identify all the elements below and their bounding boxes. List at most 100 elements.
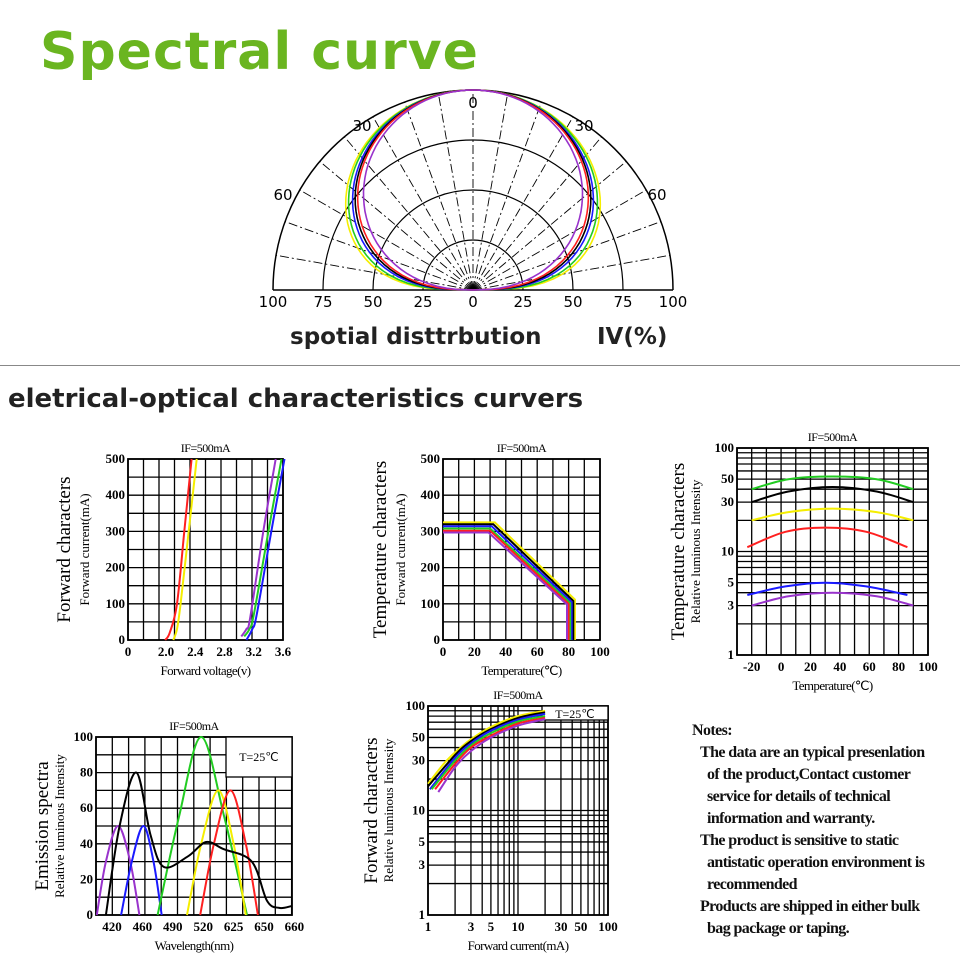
y-tick-label: 100 — [106, 596, 126, 611]
temperature-chart: 0 20 40 60 80 100 0 100 200 300 400 500 IF=500mA Temp… — [370, 441, 610, 678]
x-tick-label: 40 — [499, 644, 512, 659]
polar-radial-tick: 75 — [313, 293, 332, 311]
y-tick-label: 1 — [728, 647, 735, 662]
x-tick-label: 0 — [125, 644, 132, 659]
polar-radial-line — [344, 136, 474, 291]
y-tick-label: 100 — [421, 596, 441, 611]
series-line-green — [443, 527, 572, 640]
y-axis-label: Forward current(mA) — [77, 493, 92, 605]
x-axis-label: Temperature(℃) — [792, 678, 873, 693]
series-line-purple — [437, 718, 546, 793]
x-axis-label: Wavelength(nm) — [155, 938, 234, 953]
series-line-purple — [240, 458, 277, 637]
y-axis-title: Temperature characters — [370, 461, 391, 638]
notes-title: Notes: — [692, 722, 733, 739]
y-tick-label: 0 — [87, 907, 94, 922]
y-axis-title: Forward characters — [54, 476, 75, 622]
series-line-green — [430, 715, 546, 790]
chart-title: IF=500mA — [493, 688, 543, 702]
series-line-red — [443, 529, 570, 640]
series-line-yellow — [751, 507, 914, 522]
polar-ring — [422, 239, 524, 291]
polar-angle-tick: 30 — [574, 117, 593, 135]
plot-frame — [442, 458, 601, 641]
x-tick-label: 420 — [102, 919, 122, 934]
y-tick-label: 100 — [715, 440, 735, 455]
y-tick-label: 400 — [106, 487, 126, 502]
y-tick-label: 200 — [106, 560, 126, 575]
y-tick-label: 100 — [406, 698, 426, 713]
polar-radial-tick: 50 — [563, 293, 582, 311]
x-tick-label: 520 — [193, 919, 213, 934]
y-tick-label: 30 — [721, 494, 734, 509]
polar-curve-purple — [362, 89, 584, 291]
series-line-blue — [443, 525, 573, 640]
x-tick-label: 30 — [554, 919, 567, 934]
y-tick-label: 80 — [80, 765, 93, 780]
x-tick-label: 50 — [574, 919, 587, 934]
x-tick-label: 5 — [488, 919, 495, 934]
x-axis-label: Temperature(℃) — [481, 663, 562, 678]
polar-radial-line — [404, 101, 474, 291]
y-tick-label: 3 — [728, 598, 735, 613]
x-tick-label: 20 — [804, 659, 817, 674]
notes-block: Notes: The data are an typical presenlat… — [692, 720, 925, 940]
x-tick-label: 60 — [531, 644, 544, 659]
y-tick-label: 20 — [80, 871, 93, 886]
y-axis-title: Temperature characters — [668, 463, 689, 640]
y-tick-label: 10 — [721, 544, 734, 559]
y-tick-label: 3 — [419, 857, 426, 872]
series-line-yellow — [427, 709, 546, 785]
series-line-blue — [245, 458, 286, 641]
x-tick-label: 100 — [918, 659, 938, 674]
forward-luminous-chart: T=25℃1 3 5 10 30 50 100135103050100IF=500mAFor… — [361, 688, 618, 953]
polar-radial-line — [284, 221, 474, 291]
series-line-blue — [429, 712, 546, 790]
polar-radial-line — [472, 92, 509, 291]
polar-radial-line — [437, 92, 474, 291]
x-tick-label: 10 — [512, 919, 525, 934]
polar-radial-tick: 0 — [468, 293, 478, 311]
series-line-black — [443, 523, 575, 640]
y-tick-label: 0 — [119, 632, 126, 647]
y-tick-label: 500 — [106, 451, 126, 466]
y-tick-label: 300 — [421, 523, 441, 538]
polar-radial-line — [472, 101, 542, 291]
y-tick-label: 40 — [80, 836, 93, 851]
notes-line: service for details of technical — [707, 788, 891, 805]
temperature-luminous-chart: -20 0 20 40 60 80 100 1 3 5 10 30 50 100 IF=500mA Tempe… — [668, 430, 938, 693]
y-tick-label: 30 — [412, 753, 425, 768]
polar-radial-tick: 100 — [259, 293, 288, 311]
y-tick-label: 400 — [421, 487, 441, 502]
y-tick-label: 50 — [721, 471, 734, 486]
plot-frame — [736, 447, 929, 656]
y-tick-label: 100 — [74, 729, 94, 744]
series-line-blue — [120, 824, 163, 916]
plot-frame — [427, 705, 609, 916]
polar-ring — [372, 189, 574, 291]
polar-radial-line — [472, 254, 671, 291]
chart-title: IF=500mA — [181, 441, 231, 455]
series-line-red — [199, 789, 259, 916]
emission-chart: T=25℃ 420 460 490 520 625 650 660 0 20 40 60 80 100 IF… — [32, 719, 304, 953]
page-title: Spectral curve — [40, 22, 479, 82]
polar-radial-line — [472, 136, 602, 291]
notes-line: Products are shipped in either bulk — [700, 898, 920, 915]
x-tick-label: 80 — [892, 659, 905, 674]
x-tick-label: 660 — [285, 919, 305, 934]
polar-radial-line — [472, 161, 627, 291]
x-tick-label: 20 — [468, 644, 481, 659]
polar-radial-line — [275, 254, 474, 291]
y-axis-label: Relative luminous Intensity — [52, 754, 67, 898]
notes-line: The data are an typical presenlation — [700, 744, 925, 761]
y-tick-label: 200 — [421, 560, 441, 575]
polar-caption: spotial disttrbution — [290, 324, 542, 350]
y-tick-label: 300 — [106, 523, 126, 538]
series-line-red — [434, 716, 546, 790]
y-tick-label: 5 — [728, 575, 735, 590]
series-line-purple — [443, 531, 568, 640]
y-tick-label: 50 — [412, 729, 425, 744]
polar-radial-line — [299, 189, 474, 291]
series-line-black — [751, 485, 914, 504]
